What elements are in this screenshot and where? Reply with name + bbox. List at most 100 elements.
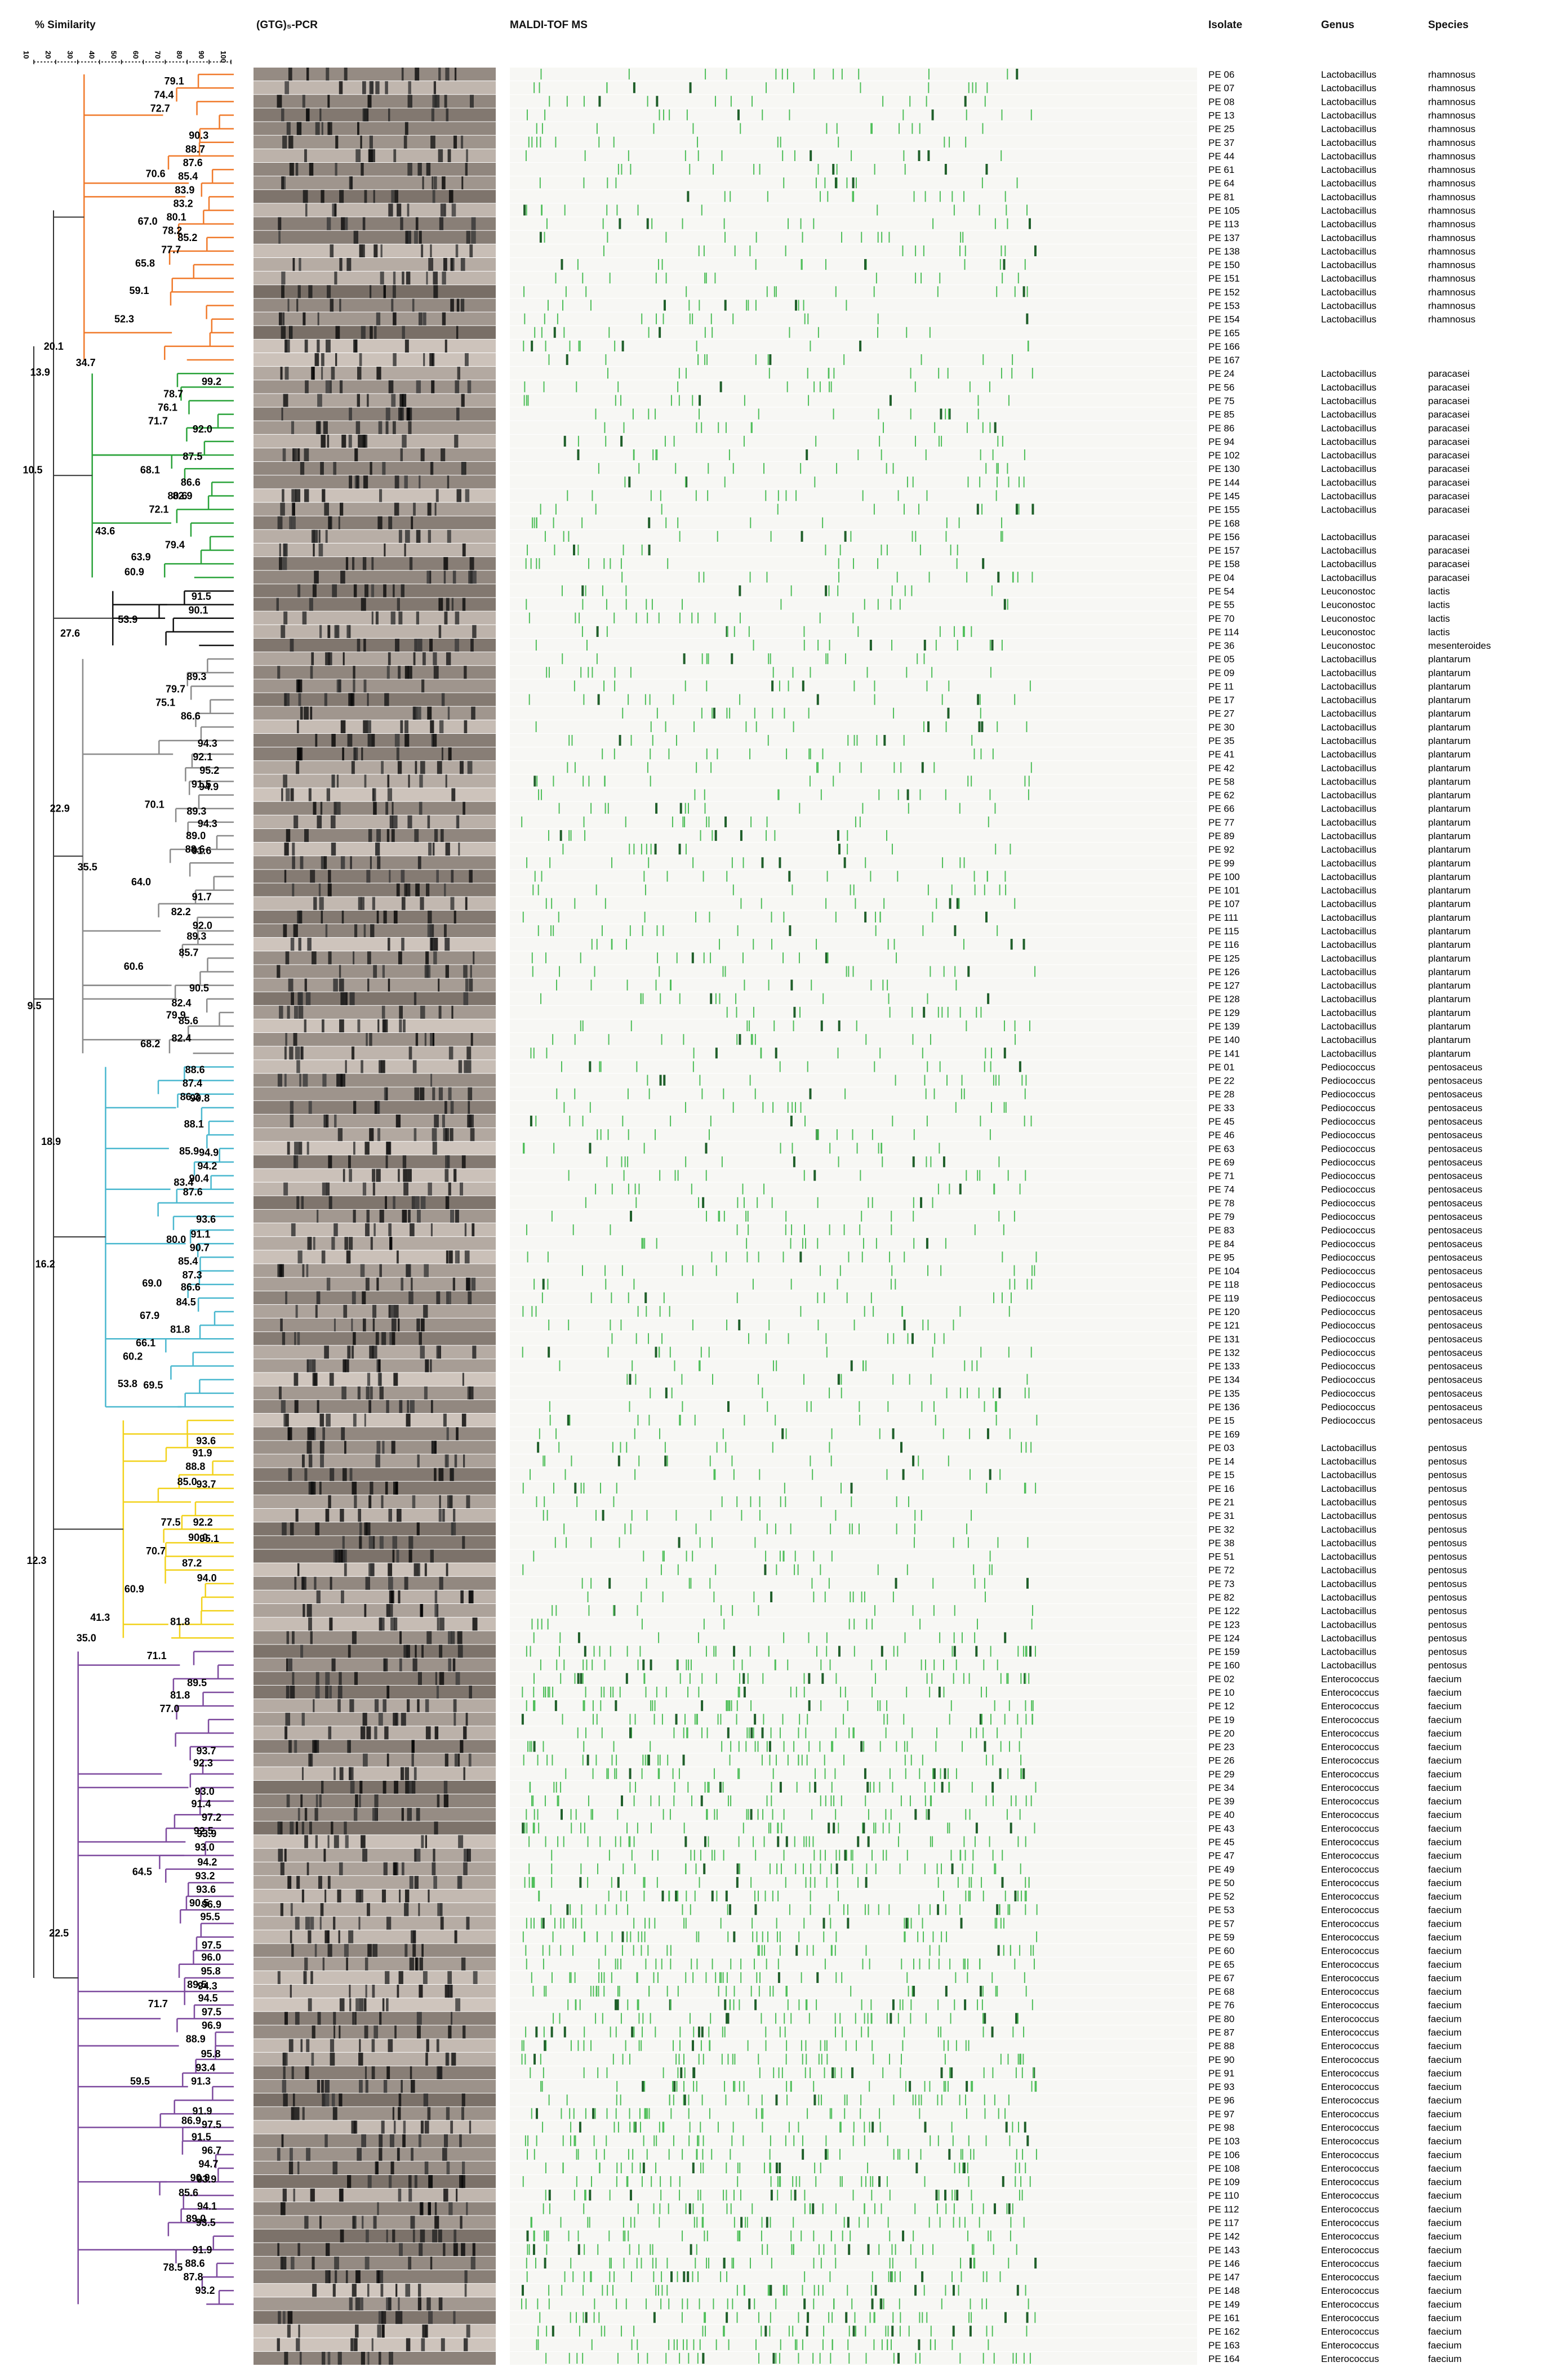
gel-band	[334, 1114, 337, 1128]
maldi-peak	[777, 1958, 779, 1969]
maldi-peak	[584, 830, 586, 841]
gel-band	[417, 638, 423, 652]
maldi-peak	[582, 1020, 584, 1032]
maldi-peak	[810, 1877, 811, 1888]
gel-lane	[254, 1509, 496, 1522]
maldi-peak	[824, 1958, 826, 1969]
maldi-peak	[974, 1632, 976, 1643]
maldi-peak	[847, 1700, 848, 1712]
maldi-peak	[996, 463, 998, 474]
gel-band	[443, 1780, 448, 1794]
gel-band	[405, 1780, 410, 1794]
gel-band	[284, 870, 287, 883]
gel-band	[409, 557, 413, 571]
gel-band	[355, 2324, 359, 2338]
maldi-peak	[921, 354, 922, 366]
maldi-peak	[586, 639, 588, 651]
maldi-peak	[990, 1048, 992, 1059]
maldi-peak	[580, 1822, 582, 1834]
maldi-peak	[968, 1877, 970, 1888]
maldi-peak	[969, 1809, 971, 1820]
maldi-peak	[1003, 1048, 1006, 1059]
maldi-peak	[560, 1781, 562, 1793]
maldi-spectrum-row	[510, 1100, 1197, 1114]
maldi-peak	[659, 1768, 660, 1779]
maldi-peak	[641, 544, 643, 556]
maldi-peak	[831, 1550, 833, 1562]
gel-band	[314, 1576, 317, 1590]
maldi-peak	[761, 898, 762, 909]
maldi-peak	[533, 1278, 535, 1290]
gel-band	[317, 339, 320, 353]
maldi-peak	[750, 1034, 752, 1045]
gel-band	[353, 951, 355, 965]
maldi-peak	[645, 1686, 647, 1698]
gel-band	[291, 489, 296, 502]
maldi-peak	[1007, 1768, 1009, 1779]
maldi-peak	[772, 667, 774, 678]
maldi-peak	[869, 1781, 871, 1793]
maldi-peak	[749, 748, 751, 760]
gel-band	[277, 95, 282, 108]
maldi-peak	[575, 1809, 577, 1820]
gel-band	[393, 149, 397, 162]
maldi-peak	[867, 2013, 869, 2024]
maldi-peak	[941, 1781, 944, 1793]
maldi-peak	[1008, 395, 1010, 406]
maldi-peak	[924, 1075, 926, 1086]
maldi-peak	[724, 476, 726, 488]
maldi-peak	[606, 1156, 608, 1167]
dendrogram-node-value: 88.6	[185, 2258, 205, 2269]
gel-band	[285, 1713, 291, 1726]
gel-band	[325, 529, 328, 543]
maldi-peak	[647, 1754, 648, 1766]
gel-band	[392, 815, 398, 828]
gel-band	[318, 883, 321, 897]
dendrogram-node-value: 89.0	[186, 2213, 206, 2224]
maldi-peak	[1013, 1265, 1015, 1276]
gel-band	[432, 733, 437, 747]
maldi-peak	[650, 2013, 651, 2024]
gel-band	[451, 788, 456, 801]
gel-band	[332, 2161, 338, 2175]
maldi-peak	[574, 1673, 576, 1684]
maldi-peak	[864, 2013, 865, 2024]
maldi-peak	[647, 96, 648, 107]
maldi-peak	[1019, 1183, 1021, 1195]
maldi-peak	[984, 96, 986, 107]
maldi-peak	[766, 1523, 768, 1535]
maldi-peak	[763, 1714, 764, 1725]
dendrogram-node-value: 64.0	[131, 876, 151, 888]
maldi-peak	[644, 1754, 646, 1766]
maldi-peak	[547, 1619, 549, 1630]
maldi-peak	[656, 707, 658, 719]
maldi-peak	[971, 775, 972, 787]
maldi-peak	[703, 1619, 705, 1630]
gel-band	[466, 230, 470, 244]
maldi-peak	[685, 1156, 687, 1167]
maldi-spectrum-row	[510, 693, 1197, 706]
maldi-peak	[556, 979, 558, 991]
gel-band	[298, 693, 301, 706]
gel-band	[321, 910, 323, 924]
gel-band	[453, 910, 456, 924]
gel-lane	[254, 285, 496, 298]
maldi-peak	[820, 789, 822, 800]
gel-band	[421, 244, 424, 257]
maldi-peak	[551, 1972, 553, 1984]
gel-band	[393, 353, 397, 367]
gel-band	[460, 135, 464, 149]
gel-band	[289, 2147, 293, 2161]
maldi-peak	[918, 1904, 920, 1915]
maldi-peak	[723, 1210, 725, 1222]
dendrogram-node-value: 67.0	[138, 216, 158, 227]
gel-lane	[254, 2256, 496, 2270]
gel-band	[450, 1209, 455, 1223]
maldi-peak	[984, 1577, 985, 1589]
maldi-peak	[875, 273, 877, 284]
maldi-peak	[820, 1564, 821, 1575]
maldi-peak	[762, 1673, 764, 1684]
maldi-peak	[677, 381, 679, 393]
maldi-peak	[904, 1741, 905, 1752]
maldi-peak	[982, 1727, 984, 1739]
